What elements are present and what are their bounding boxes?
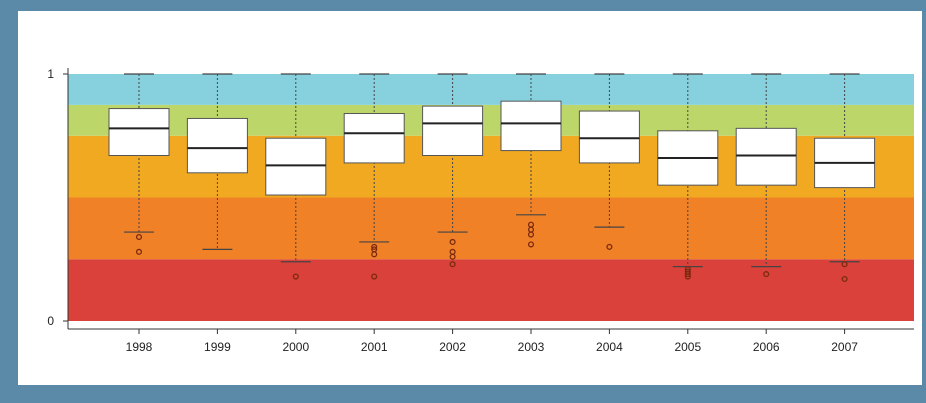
x-tick-label: 2000 <box>282 340 309 354</box>
outlier-point <box>606 243 613 250</box>
outlier-point <box>449 253 456 260</box>
outlier-point <box>527 231 535 238</box>
outlier-point <box>135 248 143 255</box>
outlier-point <box>684 271 691 278</box>
box-2000 <box>265 137 327 196</box>
outlier-point <box>371 243 378 250</box>
outlier-point <box>292 273 299 280</box>
score-band-2 <box>68 197 914 260</box>
score-band-1 <box>68 259 914 321</box>
box-plot-chart: 1 0 1998 1999 2000 2001 2002 2003 2004 2005 2006 20… <box>47 67 914 354</box>
x-tick-label: 2006 <box>753 340 780 354</box>
box-2006 <box>735 127 797 186</box>
outlier-point <box>763 271 770 278</box>
outlier-point <box>449 261 456 268</box>
box-1999 <box>186 117 248 174</box>
outlier-point <box>371 273 378 280</box>
outlier-point <box>449 238 456 246</box>
x-tick-label: 2007 <box>831 340 858 354</box>
outlier-point <box>841 261 848 268</box>
box-2004 <box>578 110 640 164</box>
y-tick-label: 0 <box>47 314 54 328</box>
outlier-point <box>684 273 691 280</box>
score-band-5 <box>68 74 914 105</box>
box-2001 <box>343 113 405 164</box>
y-tick-label: 1 <box>47 67 54 81</box>
x-tick-label: 2005 <box>674 340 701 354</box>
chart-frame: 1 0 1998 1999 2000 2001 2002 2003 2004 2005 2006 20… <box>18 11 922 385</box>
outlier-point <box>527 241 535 248</box>
box-2002 <box>422 105 484 157</box>
box-2003 <box>500 100 562 152</box>
box-1998 <box>108 108 170 157</box>
x-tick-label: 1998 <box>126 340 153 354</box>
outlier-point <box>841 275 848 283</box>
x-tick-label: 1999 <box>204 340 231 354</box>
x-tick-label: 2003 <box>518 340 545 354</box>
x-tick-label: 2004 <box>596 340 623 354</box>
outlier-point <box>135 233 143 241</box>
x-tick-label: 2001 <box>361 340 388 354</box>
outlier-point <box>371 251 378 258</box>
x-tick-label: 2002 <box>439 340 466 354</box>
